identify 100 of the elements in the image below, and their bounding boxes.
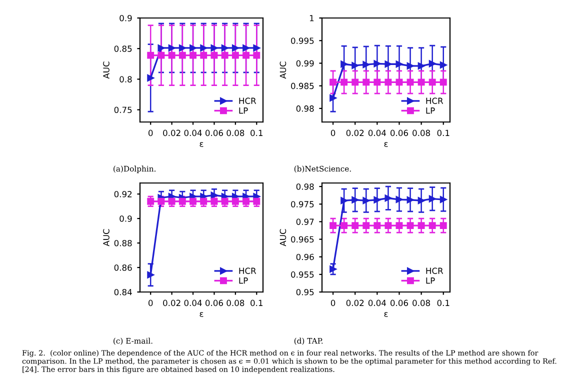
x-tick-label: 0.06 xyxy=(390,130,408,136)
point xyxy=(340,197,348,204)
y-tick-label: 0.85 xyxy=(114,46,132,52)
x-tick-label: 0.1 xyxy=(250,300,262,306)
point xyxy=(418,78,425,86)
point xyxy=(374,196,381,204)
y-tick-label: 0.8 xyxy=(120,76,132,82)
y-tick-label: 0.99 xyxy=(296,60,314,66)
legend-label: HCR xyxy=(426,98,444,104)
point xyxy=(168,198,176,205)
point xyxy=(362,78,370,86)
y-tick-label: 0.86 xyxy=(114,264,132,271)
point xyxy=(178,52,186,59)
x-tick-label: 0.04 xyxy=(368,130,386,136)
point xyxy=(190,52,196,59)
y-tick-label: 0.975 xyxy=(291,201,314,208)
legend-label: HCR xyxy=(239,98,256,104)
point xyxy=(158,52,165,59)
x-axis-title: ε xyxy=(384,142,388,147)
x-tick-label: 0.02 xyxy=(163,300,180,306)
x-tick-label: 0.04 xyxy=(184,130,202,136)
point xyxy=(428,60,436,68)
y-tick-label: 0.9 xyxy=(120,14,132,22)
y-tick-label: 0.98 xyxy=(296,105,314,112)
point xyxy=(168,52,176,59)
x-tick-label: 0.04 xyxy=(184,300,202,306)
y-tick-label: 0.985 xyxy=(291,82,314,90)
point xyxy=(362,222,370,230)
point xyxy=(384,194,392,202)
point xyxy=(352,196,359,204)
point xyxy=(406,222,414,230)
x-tick-label: 0.08 xyxy=(412,130,430,136)
y-tick-label: 0.92 xyxy=(114,191,132,198)
x-tick-label: 0.1 xyxy=(437,130,450,136)
point xyxy=(158,44,165,52)
point xyxy=(190,44,196,52)
point xyxy=(396,222,403,230)
point xyxy=(352,62,359,69)
point xyxy=(340,78,348,86)
y-tick-label: 0.98 xyxy=(296,183,314,190)
point xyxy=(242,198,250,205)
point xyxy=(158,198,165,205)
x-tick-label: 0.06 xyxy=(205,130,223,136)
point xyxy=(330,78,337,86)
point xyxy=(362,61,370,68)
point xyxy=(384,78,392,86)
y-tick-label: 0.75 xyxy=(114,106,132,114)
x-axis-title: ε xyxy=(200,312,204,317)
point xyxy=(428,195,436,202)
x-axis-title: ε xyxy=(200,142,204,147)
point xyxy=(147,271,154,278)
point xyxy=(440,78,447,86)
x-tick-label: 0.06 xyxy=(205,300,223,306)
y-tick-label: 0.9 xyxy=(120,216,132,222)
y-tick-label: 0.995 xyxy=(291,38,314,44)
point xyxy=(232,193,239,200)
y-axis-title: AUC xyxy=(103,229,110,246)
x-tick-label: 0.02 xyxy=(346,300,364,306)
point xyxy=(210,44,218,52)
y-tick-label: 0.97 xyxy=(296,218,314,225)
y-tick-label: 0.88 xyxy=(114,240,132,246)
point xyxy=(396,196,403,203)
y-tick-label: 0.96 xyxy=(296,254,314,260)
point xyxy=(384,60,392,68)
point xyxy=(200,198,208,205)
x-tick-label: 0.08 xyxy=(226,130,244,136)
point xyxy=(232,198,239,205)
point xyxy=(147,74,154,82)
point xyxy=(242,44,250,52)
point xyxy=(418,222,425,230)
point xyxy=(178,44,186,52)
point xyxy=(232,44,239,52)
point xyxy=(374,78,381,86)
x-tick-label: 0.1 xyxy=(250,130,262,136)
point xyxy=(428,78,436,86)
point xyxy=(221,198,228,205)
legend-label: HCR xyxy=(426,268,444,274)
y-axis-title: AUC xyxy=(103,62,110,79)
point xyxy=(406,196,414,204)
x-tick-label: 0.06 xyxy=(390,300,408,306)
point xyxy=(147,198,154,205)
point xyxy=(406,62,414,70)
point xyxy=(374,222,381,230)
x-tick-label: 0 xyxy=(148,300,153,306)
point xyxy=(340,222,348,230)
point xyxy=(330,266,337,273)
y-axis-title: AUC xyxy=(280,62,286,79)
point xyxy=(374,60,381,68)
point xyxy=(352,222,359,230)
point xyxy=(232,52,239,59)
y-tick-label: 0.965 xyxy=(291,236,314,243)
legend-label: LP xyxy=(239,108,248,114)
x-tick-label: 0.02 xyxy=(163,130,180,136)
point xyxy=(253,52,260,59)
point xyxy=(330,222,337,230)
legend-label: LP xyxy=(426,108,435,114)
point xyxy=(396,60,403,68)
point xyxy=(396,78,403,86)
legend-label: LP xyxy=(239,278,248,284)
point xyxy=(190,198,196,205)
